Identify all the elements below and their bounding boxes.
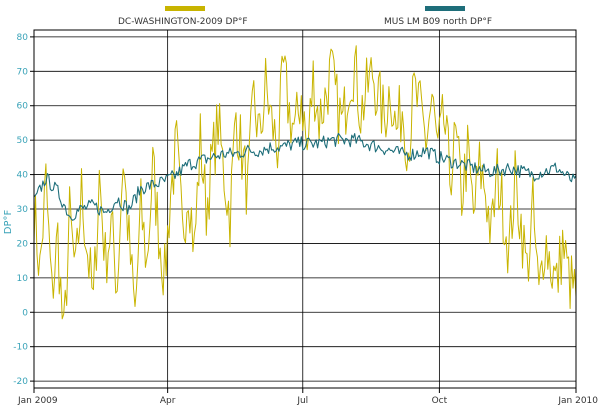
y-tick-label: 40	[17, 171, 29, 181]
x-axis: Jan 2009 Apr Jul Oct Jan 2010	[17, 388, 598, 406]
x-tick-label: Oct	[432, 396, 448, 406]
x-tick-label: Jan 2010	[557, 396, 598, 406]
plot-frame	[33, 29, 577, 389]
y-axis-label: DP°F	[3, 210, 14, 235]
y-tick-label: 80	[17, 33, 29, 43]
legend: DC-WASHINGTON-2009 DP°F MUS LM B09 north…	[118, 6, 492, 27]
x-tick-label: Jan 2009	[17, 396, 58, 406]
legend-swatch-mus-lm-b09	[425, 6, 465, 11]
legend-label-dc-washington: DC-WASHINGTON-2009 DP°F	[118, 17, 248, 27]
y-tick-label: -20	[13, 377, 28, 387]
x-tick-label: Apr	[160, 396, 176, 406]
y-tick-label: 0	[22, 308, 28, 318]
series-line-dc-washington	[33, 45, 577, 320]
series-line-mus-lm-b09	[33, 132, 577, 221]
y-tick-label: 10	[17, 274, 29, 284]
y-tick-label: 60	[17, 102, 29, 112]
y-axis: -20 -10 0 10 20 30 40 50 60 70 80	[13, 33, 34, 387]
x-tick-label: Jul	[296, 396, 308, 406]
y-tick-label: 20	[17, 239, 29, 249]
legend-label-mus-lm-b09: MUS LM B09 north DP°F	[384, 17, 492, 27]
legend-swatch-dc-washington	[165, 6, 205, 11]
y-tick-label: 70	[17, 67, 29, 77]
y-tick-label: 30	[17, 205, 29, 215]
plot-area	[33, 45, 577, 320]
y-tick-label: 50	[17, 136, 29, 146]
y-tick-label: -10	[13, 343, 28, 353]
